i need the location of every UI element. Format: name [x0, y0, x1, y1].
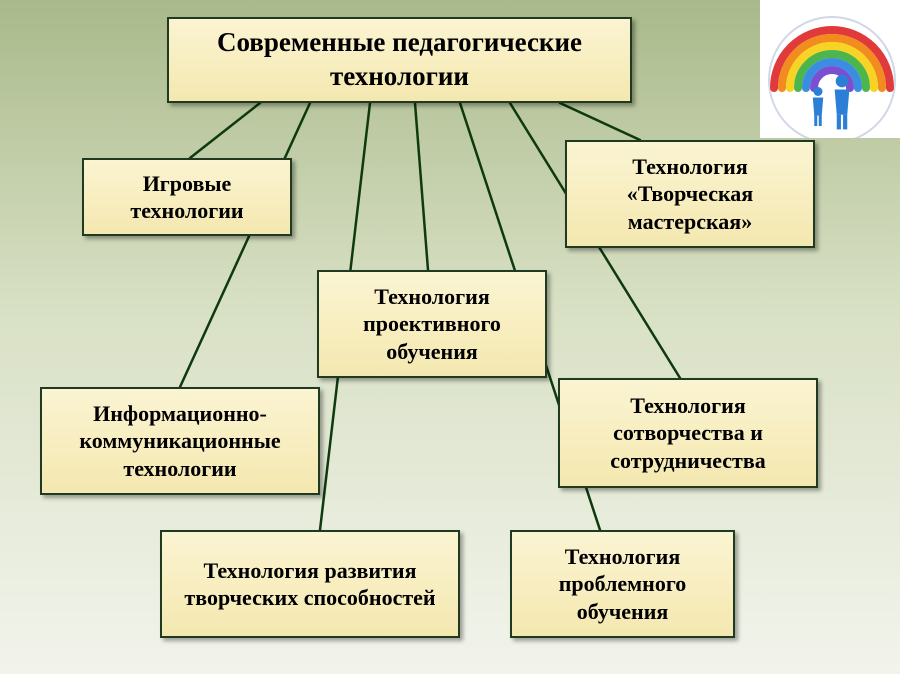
root-node-label: Современные педагогические технологии	[179, 26, 620, 94]
diagram-stage: Современные педагогические технологии Игр…	[0, 0, 900, 674]
node-n7-label: Технология проблемного обучения	[522, 543, 723, 626]
node-n6-label: Технология развития творческих способнос…	[172, 557, 448, 612]
root-node: Современные педагогические технологии	[167, 17, 632, 103]
edge-root-n2	[560, 103, 640, 140]
node-n6: Технология развития творческих способнос…	[160, 530, 460, 638]
node-n2-label: Технология «Творческая мастерская»	[577, 153, 803, 236]
logo-figure	[813, 87, 824, 126]
node-n1: Игровые технологии	[82, 158, 292, 236]
node-n5-label: Технология сотворчества и сотрудничества	[570, 392, 806, 475]
node-n1-label: Игровые технологии	[94, 170, 280, 225]
edge-root-n4	[180, 103, 310, 387]
logo-figure	[835, 75, 850, 130]
node-n4: Информационно-коммуникационные технологи…	[40, 387, 320, 495]
rainbow-logo	[760, 0, 900, 138]
node-n4-label: Информационно-коммуникационные технологи…	[52, 400, 308, 483]
node-n3: Технология проективного обучения	[317, 270, 547, 378]
node-n5: Технология сотворчества и сотрудничества	[558, 378, 818, 488]
node-n3-label: Технология проективного обучения	[329, 283, 535, 366]
node-n7: Технология проблемного обучения	[510, 530, 735, 638]
edge-root-n3	[415, 103, 428, 270]
node-n2: Технология «Творческая мастерская»	[565, 140, 815, 248]
edge-root-n1	[190, 103, 260, 158]
